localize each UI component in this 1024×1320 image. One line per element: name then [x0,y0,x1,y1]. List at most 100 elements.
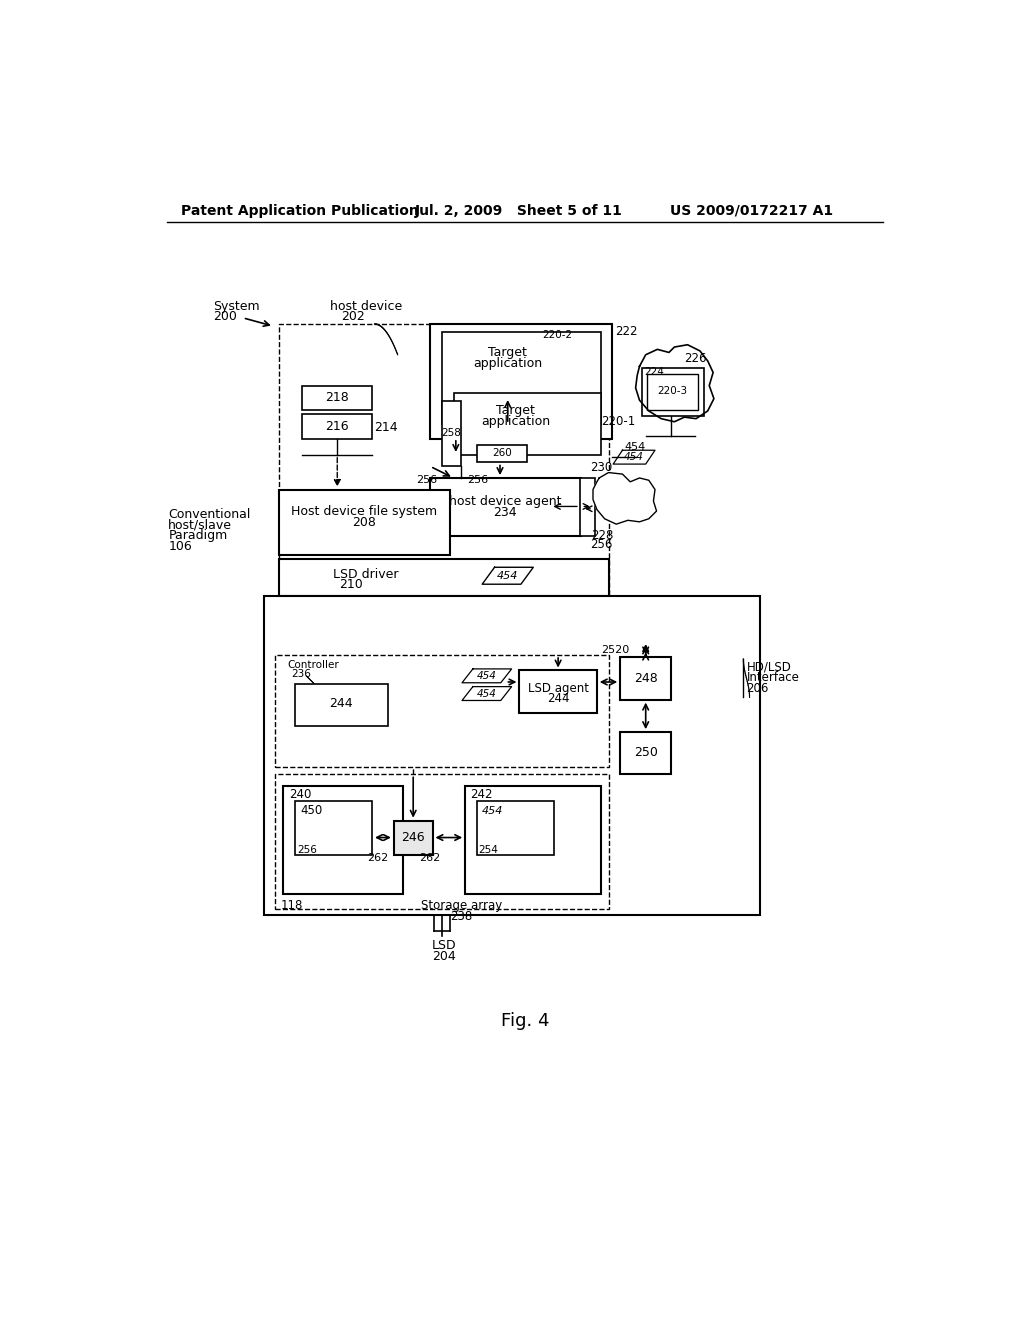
Text: 220-2: 220-2 [543,330,572,341]
Text: 454: 454 [624,442,645,453]
Text: 220-3: 220-3 [657,385,687,396]
Text: 450: 450 [300,804,323,817]
Bar [477,801,554,855]
Text: 238: 238 [451,909,472,923]
Text: LSD agent: LSD agent [527,681,589,694]
Text: 220-1: 220-1 [601,416,635,428]
Text: 226: 226 [684,352,707,366]
Bar [275,775,608,909]
Bar [642,368,703,416]
Text: 210: 210 [339,578,362,591]
Text: host device agent: host device agent [450,495,562,508]
Text: host/slave: host/slave [168,519,232,532]
Text: 204: 204 [432,949,456,962]
Bar [430,478,582,536]
Text: Host device file system: Host device file system [291,504,437,517]
Bar [295,801,372,855]
Bar [430,323,612,440]
Bar [442,331,601,424]
Polygon shape [593,473,656,524]
Text: 256: 256 [467,475,488,486]
Text: 254: 254 [478,845,498,855]
Text: application: application [473,358,543,371]
Text: System: System [213,300,260,313]
Text: Storage array: Storage array [421,899,502,912]
Text: 224: 224 [644,367,664,378]
Text: 240: 240 [289,788,311,801]
Text: 454: 454 [477,671,497,681]
Bar [280,558,608,595]
Bar [280,323,608,595]
Bar [477,445,527,462]
Text: 246: 246 [401,832,425,843]
Text: Paradigm: Paradigm [168,529,227,543]
Text: 248: 248 [634,672,657,685]
Text: Interface: Interface [746,671,800,684]
Text: LSD driver: LSD driver [334,568,399,581]
Text: 2520: 2520 [601,644,629,655]
Polygon shape [482,568,534,585]
Bar [302,414,372,438]
Bar [442,401,461,466]
Text: 236: 236 [291,669,310,680]
Text: 454: 454 [625,453,644,462]
Text: 244: 244 [547,693,569,705]
Text: 258: 258 [441,428,461,438]
Text: host device: host device [330,300,401,313]
Polygon shape [636,345,714,422]
Text: 234: 234 [494,506,517,519]
Text: 106: 106 [168,540,193,553]
Bar [280,490,450,554]
Text: Conventional: Conventional [168,508,251,520]
Polygon shape [462,686,512,701]
Bar [454,393,601,455]
Text: 256: 256 [417,475,437,486]
Text: HD/LSD: HD/LSD [746,660,792,673]
Text: 202: 202 [341,310,365,323]
Bar [394,821,432,855]
Text: 214: 214 [375,421,398,434]
Text: LSD: LSD [432,939,457,952]
Polygon shape [462,669,512,682]
Bar [295,684,388,726]
Text: 208: 208 [352,516,376,529]
Bar [283,785,403,894]
Bar [621,733,671,775]
Text: 206: 206 [746,681,769,694]
Bar [580,478,595,536]
Text: 454: 454 [497,570,518,581]
Text: Jul. 2, 2009   Sheet 5 of 11: Jul. 2, 2009 Sheet 5 of 11 [415,203,623,218]
Text: 454: 454 [477,689,497,698]
Bar [302,385,372,411]
Text: 250: 250 [634,746,657,759]
Text: Controller: Controller [287,660,339,671]
Bar [621,657,671,700]
Text: 262: 262 [367,853,388,862]
Text: 216: 216 [326,420,349,433]
Polygon shape [613,450,655,465]
Text: 262: 262 [419,853,440,862]
Text: Target: Target [496,404,535,417]
Text: US 2009/0172217 A1: US 2009/0172217 A1 [671,203,834,218]
Text: Target: Target [488,346,527,359]
Bar [519,671,597,713]
Text: 244: 244 [330,697,353,710]
Text: 230: 230 [590,462,612,474]
Text: 200: 200 [213,310,238,323]
Bar [647,374,697,411]
Text: 218: 218 [326,391,349,404]
Text: 454: 454 [482,805,504,816]
Text: 222: 222 [614,325,637,338]
Text: Fig. 4: Fig. 4 [501,1012,549,1030]
Bar [275,655,608,767]
Text: 256: 256 [297,845,316,855]
Text: 256: 256 [590,539,612,552]
Bar [263,595,760,915]
Text: application: application [481,416,550,428]
Bar [465,785,601,894]
Text: 260: 260 [493,449,512,458]
Text: 228: 228 [592,529,613,543]
Text: Patent Application Publication: Patent Application Publication [180,203,419,218]
Text: 242: 242 [471,788,493,801]
Text: 118: 118 [281,899,303,912]
